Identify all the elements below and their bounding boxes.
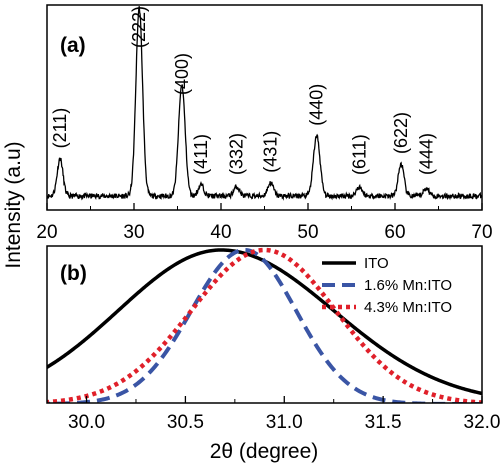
series-line — [47, 248, 482, 396]
panel-a-curve-layer — [46, 6, 483, 201]
panel-a-x-tick-label: 20 — [36, 222, 57, 243]
y-axis-label: Intensity (a.u) — [2, 141, 25, 268]
peak-label: (611) — [349, 134, 369, 175]
panel-a-x-tick-label: 40 — [210, 222, 231, 243]
peak-label: (431) — [261, 131, 281, 173]
xrd-pattern-line — [46, 6, 483, 201]
panel-a: 20 30 40 50 60 70 (211) (222) (400) (411) (332) (4… — [36, 4, 493, 243]
legend-label: 1.6% Mn:ITO — [364, 277, 452, 294]
legend-label: 4.3% Mn:ITO — [364, 299, 452, 316]
panel-b-legend: ITO 1.6% Mn:ITO 4.3% Mn:ITO — [322, 255, 452, 316]
panel-a-x-tick-label: 50 — [297, 222, 318, 243]
panel-a-peak-labels: (211) (222) (400) (411) (332) (431) (440) (611)… — [50, 6, 436, 175]
panel-a-x-tick-label: 60 — [384, 222, 405, 243]
panel-b-x-tick-label: 31.5 — [365, 412, 402, 433]
panel-a-ticks: 20 30 40 50 60 70 — [36, 203, 493, 243]
panel-b-xlabel: 2θ (degree) — [210, 440, 319, 463]
panel-b-x-tick-label: 30.0 — [68, 412, 105, 433]
panel-b-frame — [46, 245, 483, 404]
peak-label: (622) — [391, 112, 411, 154]
peak-label: (222) — [129, 6, 149, 48]
series-line — [47, 247, 482, 403]
panel-a-x-tick-label: 70 — [471, 222, 492, 243]
peak-label: (444) — [416, 133, 436, 175]
panel-a-label: (a) — [60, 34, 86, 57]
peak-label: (332) — [227, 133, 247, 175]
panel-b-label: (b) — [60, 262, 87, 285]
panel-b: 30.0 30.5 31.0 31.5 32.0 (b) ITO 1.6% Mn:ITO 4… — [46, 245, 500, 463]
panel-b-x-tick-label: 31.0 — [266, 412, 303, 433]
panel-b-ticks: 30.0 30.5 31.0 31.5 32.0 — [68, 396, 500, 433]
peak-label: (440) — [307, 84, 327, 126]
panel-b-curve-layer — [47, 247, 482, 403]
peak-label: (411) — [191, 134, 211, 175]
panel-a-frame — [46, 4, 483, 211]
panel-a-x-tick-label: 30 — [123, 222, 144, 243]
series-line — [47, 247, 482, 403]
legend-label: ITO — [364, 255, 389, 272]
peak-label: (211) — [50, 108, 70, 149]
panel-b-x-tick-label: 30.5 — [167, 412, 204, 433]
peak-label: (400) — [172, 53, 192, 95]
panel-b-x-tick-label: 32.0 — [464, 412, 500, 433]
